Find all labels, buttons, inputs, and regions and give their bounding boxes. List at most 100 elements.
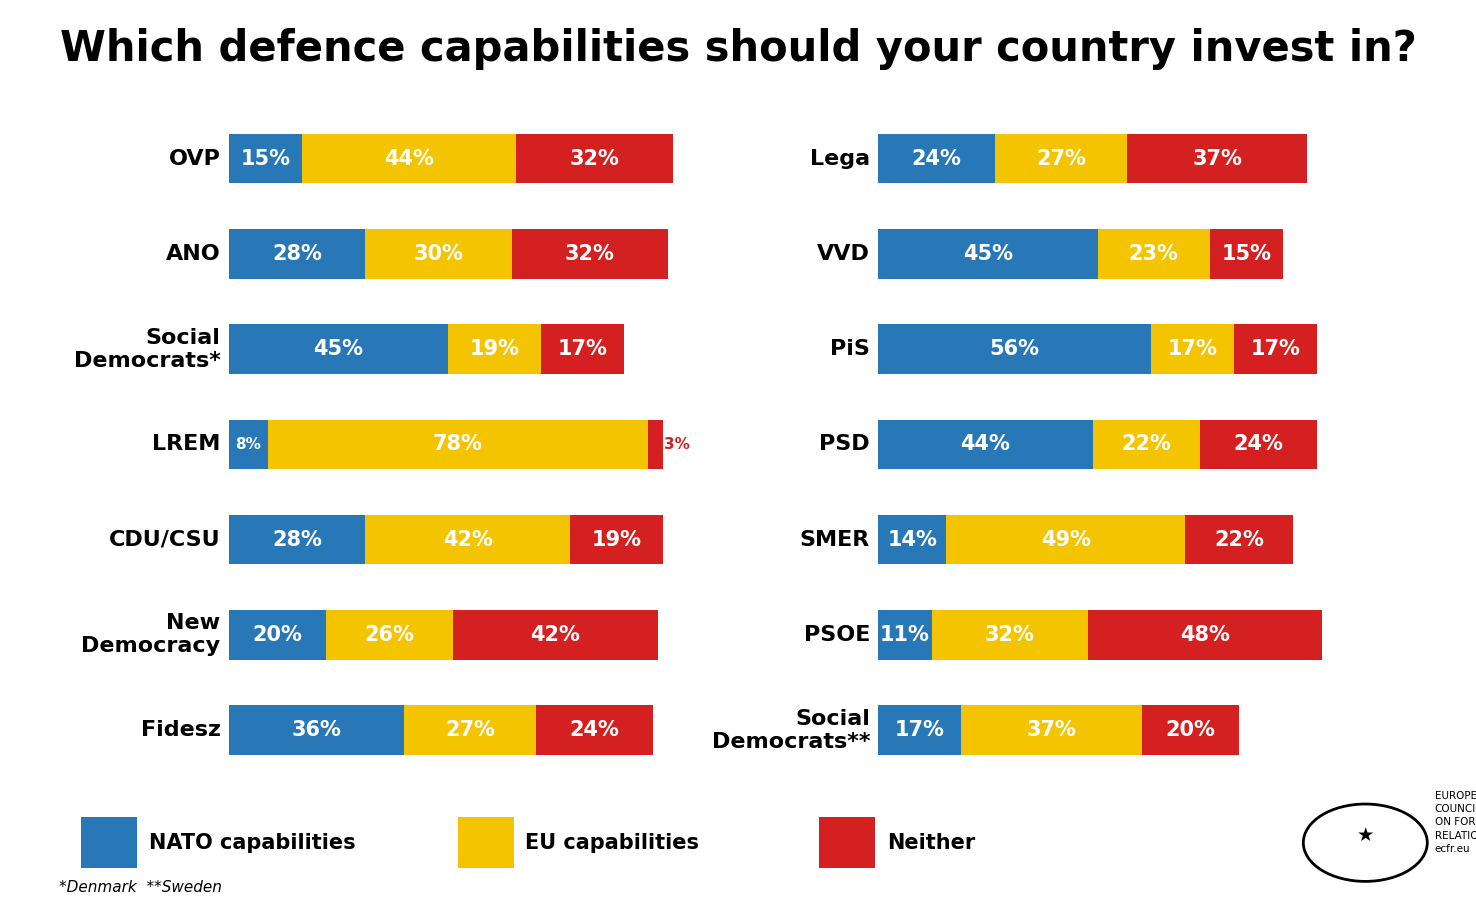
Bar — [570, 515, 663, 565]
Text: 17%: 17% — [1250, 339, 1300, 359]
Text: 11%: 11% — [880, 624, 930, 645]
Text: 30%: 30% — [413, 244, 463, 264]
Bar — [878, 324, 1151, 374]
Bar — [878, 515, 946, 565]
Text: EUROPEAN
COUNCIL
ON FOREIGN
RELATIONS
ecfr.eu: EUROPEAN COUNCIL ON FOREIGN RELATIONS ec… — [1435, 791, 1476, 854]
Text: 32%: 32% — [984, 624, 1035, 645]
Text: 17%: 17% — [558, 339, 607, 359]
Bar — [1098, 229, 1210, 279]
Text: 23%: 23% — [1129, 244, 1179, 264]
Text: 45%: 45% — [313, 339, 363, 359]
Text: EU capabilities: EU capabilities — [525, 833, 700, 853]
Text: 20%: 20% — [252, 624, 303, 645]
Text: *Denmark  **Sweden: *Denmark **Sweden — [59, 880, 221, 895]
Text: 26%: 26% — [365, 624, 415, 645]
Bar — [229, 705, 404, 755]
Text: 56%: 56% — [990, 339, 1039, 359]
Text: Fidesz: Fidesz — [140, 720, 220, 740]
Text: OVP: OVP — [168, 148, 220, 169]
Text: 27%: 27% — [1036, 148, 1086, 169]
Bar — [404, 705, 536, 755]
Text: 42%: 42% — [530, 624, 580, 645]
Text: 27%: 27% — [446, 720, 494, 740]
Bar — [517, 134, 673, 183]
Text: 22%: 22% — [1122, 435, 1172, 454]
Text: 48%: 48% — [1179, 624, 1230, 645]
Text: SMER: SMER — [800, 530, 869, 550]
Text: 45%: 45% — [962, 244, 1013, 264]
Bar — [878, 705, 961, 755]
Text: 44%: 44% — [961, 435, 1011, 454]
Text: CDU/CSU: CDU/CSU — [109, 530, 220, 550]
Bar — [229, 134, 303, 183]
Text: Neither: Neither — [887, 833, 976, 853]
Bar — [878, 610, 931, 659]
Text: ANO: ANO — [165, 244, 220, 264]
Bar — [1210, 229, 1283, 279]
Text: 32%: 32% — [565, 244, 614, 264]
Bar — [1151, 324, 1234, 374]
Bar — [1234, 324, 1317, 374]
Text: Social
Democrats*: Social Democrats* — [74, 328, 220, 371]
Text: 15%: 15% — [241, 148, 291, 169]
Text: 49%: 49% — [1041, 530, 1091, 550]
Bar — [946, 515, 1185, 565]
Text: 8%: 8% — [235, 437, 261, 452]
Text: 37%: 37% — [1026, 720, 1076, 740]
Text: 22%: 22% — [1215, 530, 1263, 550]
Text: NATO capabilities: NATO capabilities — [149, 833, 356, 853]
Bar — [961, 705, 1141, 755]
Text: 15%: 15% — [1221, 244, 1271, 264]
Text: 17%: 17% — [1168, 339, 1218, 359]
Bar — [449, 324, 540, 374]
Text: 24%: 24% — [570, 720, 620, 740]
Bar — [326, 610, 453, 659]
Text: 37%: 37% — [1193, 148, 1241, 169]
Text: 36%: 36% — [292, 720, 341, 740]
Bar — [267, 420, 648, 469]
Bar — [878, 229, 1098, 279]
Text: PSOE: PSOE — [803, 624, 869, 645]
Text: 78%: 78% — [432, 435, 483, 454]
Bar — [303, 134, 517, 183]
Bar — [878, 134, 995, 183]
Bar — [366, 515, 570, 565]
Text: Which defence capabilities should your country invest in?: Which defence capabilities should your c… — [59, 28, 1417, 70]
Text: New
Democracy: New Democracy — [81, 613, 220, 657]
Text: ★: ★ — [1356, 826, 1374, 845]
Bar — [536, 705, 652, 755]
Bar — [931, 610, 1088, 659]
Bar — [995, 134, 1126, 183]
Bar — [1088, 610, 1322, 659]
Bar — [1141, 705, 1238, 755]
Text: Lega: Lega — [810, 148, 869, 169]
Bar — [453, 610, 658, 659]
Text: VVD: VVD — [818, 244, 869, 264]
Text: 44%: 44% — [384, 148, 434, 169]
Text: 24%: 24% — [1234, 435, 1284, 454]
Bar — [1092, 420, 1200, 469]
Bar — [878, 420, 1092, 469]
Bar — [229, 324, 449, 374]
Text: 32%: 32% — [570, 148, 620, 169]
Text: 20%: 20% — [1166, 720, 1215, 740]
Bar — [512, 229, 667, 279]
Bar — [1185, 515, 1293, 565]
Text: 17%: 17% — [894, 720, 945, 740]
Bar — [1200, 420, 1317, 469]
Text: 24%: 24% — [912, 148, 962, 169]
Bar — [229, 420, 267, 469]
Text: 28%: 28% — [272, 530, 322, 550]
Bar — [229, 515, 366, 565]
Text: 14%: 14% — [887, 530, 937, 550]
Bar — [648, 420, 663, 469]
Text: 28%: 28% — [272, 244, 322, 264]
Text: LREM: LREM — [152, 435, 220, 454]
Bar — [1126, 134, 1308, 183]
Bar — [229, 229, 366, 279]
Text: 19%: 19% — [592, 530, 642, 550]
Text: PSD: PSD — [819, 435, 869, 454]
Text: 3%: 3% — [664, 437, 691, 452]
Text: 42%: 42% — [443, 530, 493, 550]
Bar — [229, 610, 326, 659]
